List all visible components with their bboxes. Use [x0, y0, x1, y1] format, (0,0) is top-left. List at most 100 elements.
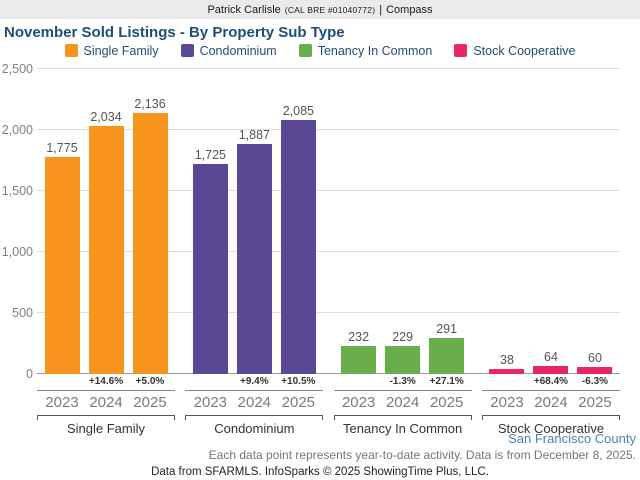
bar-cell: 2,034	[88, 110, 124, 374]
pct-change-label: +9.4%	[240, 376, 269, 387]
bar-cell: 1,775	[44, 141, 80, 374]
bar-cell: 2,136	[132, 97, 168, 374]
pct-change-label: -6.3%	[581, 376, 609, 387]
bar-cell: 38	[489, 353, 525, 374]
group-bracket	[37, 415, 175, 420]
category-group-tenancy-in-common: 232 229 291 -1.3% +27.1% 2023 2024 2025 Tenancy …	[333, 69, 472, 436]
bar-value-label: 229	[392, 330, 414, 344]
legend-swatch-icon	[298, 44, 312, 57]
header-separator: |	[379, 3, 383, 16]
chart-area: 0 500 1,000 1,500 2,000 2,500 1,775 2,034 2,136…	[0, 61, 640, 436]
bar-single-family-2023	[44, 157, 80, 374]
bars-row: 1,725 1,887 2,085	[185, 69, 323, 374]
legend-swatch-icon	[180, 44, 194, 57]
bar-value-label: 60	[588, 351, 602, 365]
year-ticks-row: 2023 2024 2025	[185, 391, 323, 415]
group-bracket	[185, 415, 324, 420]
legend-swatch-icon	[454, 44, 468, 57]
pct-change-label: +14.6%	[88, 376, 124, 387]
pct-change-label	[341, 376, 376, 389]
bar-stock-cooperative-2024	[533, 366, 569, 374]
gridline	[37, 68, 620, 69]
pct-change-label: +27.1%	[429, 376, 464, 387]
pct-change-label: +68.4%	[533, 376, 569, 387]
category-group-single-family: 1,775 2,034 2,136 +14.6% +5.0% 2023 2024 2025 Si…	[37, 69, 175, 436]
legend-item-tenancy-in-common: Tenancy In Common	[298, 43, 433, 58]
bar-cell: 1,725	[192, 148, 228, 374]
gridline	[37, 312, 620, 313]
gridline	[37, 129, 620, 130]
bar-cell: 2,085	[280, 104, 316, 374]
category-group-condominium: 1,725 1,887 2,085 +9.4% +10.5% 2023 2024 2025 Co…	[185, 69, 324, 436]
x-axis-line	[37, 373, 620, 374]
bar-condominium-2023	[192, 164, 228, 374]
year-tick-label: 2025	[429, 394, 464, 411]
y-axis-labels: 0 500 1,000 1,500 2,000 2,500	[0, 62, 33, 381]
group-underline	[481, 390, 620, 391]
bar-cell: 60	[577, 351, 613, 374]
pct-change-row: +14.6% +5.0%	[37, 376, 175, 389]
year-tick-label: 2024	[385, 394, 420, 411]
brand-name: Compass	[386, 3, 433, 16]
group-underline	[333, 390, 472, 391]
bar-cell: 1,887	[236, 128, 272, 374]
legend-item-label: Tenancy In Common	[317, 43, 433, 58]
legend-item-label: Condominium	[199, 43, 277, 58]
bar-value-label: 232	[348, 330, 370, 344]
year-tick-label: 2024	[237, 394, 272, 411]
year-tick-label: 2025	[281, 394, 316, 411]
attribution: Data from SFARMLS. InfoSparks © 2025 Sho…	[151, 466, 489, 478]
y-tick-label: 2,500	[1, 62, 33, 76]
chart-title: November Sold Listings - By Property Sub…	[4, 24, 345, 41]
category-label: Condominium	[214, 421, 295, 436]
bar-value-label: 2,136	[134, 97, 166, 111]
bar-stock-cooperative-2025	[577, 367, 613, 374]
category-label: Tenancy In Common	[343, 421, 463, 436]
category-label: Stock Cooperative	[497, 421, 605, 436]
bar-cell: 64	[533, 350, 569, 374]
pct-change-label	[193, 376, 228, 389]
pct-change-label	[489, 376, 524, 389]
bar-value-label: 2,034	[90, 110, 122, 124]
y-tick-label: 500	[12, 306, 33, 320]
y-tick-label: 1,500	[1, 184, 33, 198]
group-bracket	[333, 415, 472, 420]
y-tick-label: 1,000	[1, 245, 33, 259]
bar-value-label: 1,887	[238, 128, 270, 142]
bar-stock-cooperative-2023	[489, 369, 525, 374]
year-tick-label: 2024	[534, 394, 568, 411]
pct-change-label	[45, 376, 80, 389]
bar-value-label: 2,085	[282, 104, 314, 118]
plot-area: 1,775 2,034 2,136 +14.6% +5.0% 2023 2024 2025 Si…	[37, 68, 620, 436]
legend-item-condominium: Condominium	[180, 43, 277, 58]
legend-item-label: Stock Cooperative	[473, 43, 576, 58]
agent-name: Patrick Carlisle	[207, 3, 281, 16]
year-tick-label: 2023	[490, 394, 524, 411]
bars-row: 232 229 291	[334, 69, 472, 374]
gridline	[37, 190, 620, 191]
header-bar: Patrick Carlisle (CAL BRE #01040772) | C…	[0, 0, 640, 19]
legend-item-stock-cooperative: Stock Cooperative	[454, 44, 575, 58]
year-tick-label: 2023	[341, 394, 376, 411]
region-label: San Francisco County	[508, 431, 636, 446]
pct-change-row: +68.4% -6.3%	[482, 376, 620, 389]
category-group-stock-cooperative: 38 64 60 +68.4% -6.3% 2023 2024 2025 Stock Coope…	[481, 69, 620, 436]
bar-cell: 232	[341, 330, 377, 374]
category-label: Single Family	[66, 421, 146, 436]
year-tick-label: 2023	[45, 394, 79, 411]
bar-condominium-2024	[236, 144, 272, 374]
bar-value-label: 1,725	[194, 148, 226, 162]
agent-license: (CAL BRE #01040772)	[284, 4, 376, 15]
legend-swatch-icon	[64, 44, 78, 57]
group-underline	[185, 390, 324, 391]
bar-value-label: 38	[500, 353, 514, 367]
bar-value-label: 64	[544, 350, 558, 364]
year-ticks-row: 2023 2024 2025	[334, 391, 472, 415]
year-tick-label: 2025	[133, 394, 167, 411]
bar-single-family-2024	[88, 126, 124, 374]
plot-gridlines	[37, 68, 620, 374]
bar-value-label: 1,775	[46, 141, 78, 155]
bars-row: 1,775 2,034 2,136	[37, 69, 175, 374]
bar-cell: 291	[429, 322, 465, 374]
